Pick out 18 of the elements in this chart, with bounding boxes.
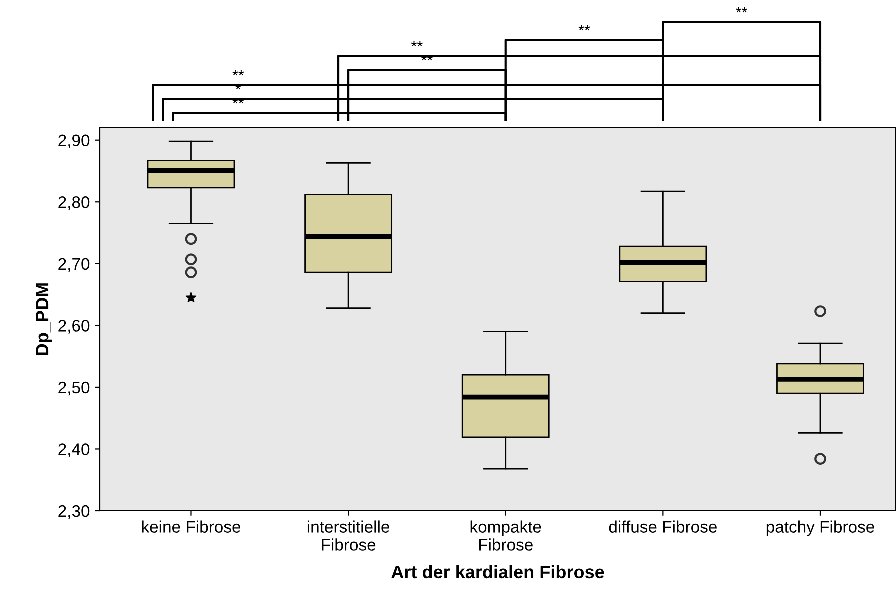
y-tick-label: 2,30 [58,505,90,520]
x-tick-label: diffuse Fibrose [609,520,717,533]
x-tick-label: keine Fibrose [142,520,241,533]
y-axis-title: Dp_PDM [36,284,52,356]
x-tick-label: interstitielle Fibrose [308,520,390,551]
y-tick-label: 2,80 [58,196,90,210]
x-tick-label: kompakte Fibrose [470,520,542,551]
x-axis-title: Art der kardialen Fibrose [392,565,604,579]
text: ** [411,41,423,47]
y-tick-label: 2,50 [58,382,90,396]
text: ** [578,25,590,31]
y-tick-label: 2,40 [58,444,90,458]
y-tick-label: 2,60 [58,320,90,334]
y-tick-label: 2,70 [58,258,90,272]
x-tick-label: patchy Fibrose [766,520,874,536]
y-tick-label: 2,90 [58,134,90,149]
text: ** [232,70,244,76]
text: ** [736,7,748,13]
